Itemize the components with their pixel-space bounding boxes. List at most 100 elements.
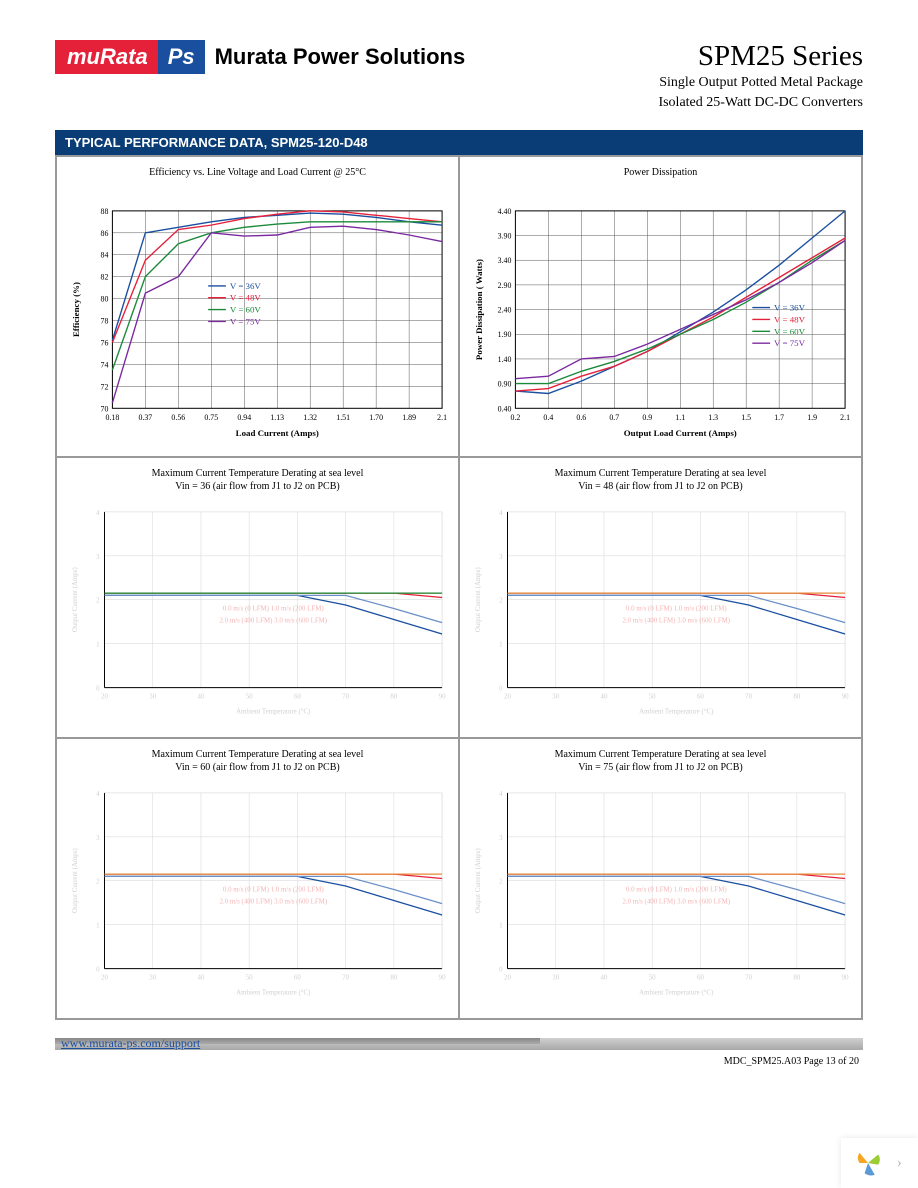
svg-text:V = 75V: V = 75V bbox=[230, 317, 262, 327]
svg-text:0.4: 0.4 bbox=[543, 413, 553, 422]
d75-title: Maximum Current Temperature Derating at … bbox=[555, 749, 767, 760]
svg-text:72: 72 bbox=[101, 383, 109, 392]
d36-title: Maximum Current Temperature Derating at … bbox=[152, 468, 364, 479]
svg-text:Ambient Temperature (°C): Ambient Temperature (°C) bbox=[639, 708, 713, 715]
chart-cell-derating-48: Maximum Current Temperature Derating at … bbox=[459, 457, 862, 738]
chart-cell-derating-75: Maximum Current Temperature Derating at … bbox=[459, 738, 862, 1019]
svg-text:20: 20 bbox=[504, 974, 511, 981]
svg-text:3: 3 bbox=[499, 835, 503, 842]
svg-text:0.7: 0.7 bbox=[609, 413, 619, 422]
svg-text:V = 36V: V = 36V bbox=[230, 281, 262, 291]
derating-75-chart: 203040506070809001234Ambient Temperature… bbox=[468, 783, 853, 1010]
svg-text:2.1: 2.1 bbox=[437, 413, 447, 422]
svg-text:30: 30 bbox=[552, 974, 559, 981]
d36-subtitle: Vin = 36 (air flow from J1 to J2 on PCB) bbox=[175, 481, 339, 492]
svg-text:90: 90 bbox=[842, 974, 849, 981]
svg-text:0: 0 bbox=[96, 686, 100, 693]
svg-text:4: 4 bbox=[499, 791, 503, 798]
svg-text:3.90: 3.90 bbox=[498, 232, 512, 241]
svg-text:2.0 m/s (400 LFM) 3.0 m/s (60: 2.0 m/s (400 LFM) 3.0 m/s (600 LFM) bbox=[219, 898, 327, 905]
svg-text:1: 1 bbox=[96, 642, 100, 649]
svg-text:1.70: 1.70 bbox=[369, 413, 383, 422]
svg-text:0.18: 0.18 bbox=[106, 413, 120, 422]
svg-text:Output Load Current (Amps): Output Load Current (Amps) bbox=[624, 428, 737, 438]
svg-text:1.7: 1.7 bbox=[774, 413, 784, 422]
svg-text:0.37: 0.37 bbox=[138, 413, 152, 422]
svg-text:1.40: 1.40 bbox=[498, 355, 512, 364]
svg-text:0.6: 0.6 bbox=[576, 413, 586, 422]
svg-text:2: 2 bbox=[499, 598, 503, 605]
chart1-title: Efficiency vs. Line Voltage and Load Cur… bbox=[149, 167, 366, 178]
chart2-title: Power Dissipation bbox=[624, 167, 698, 178]
svg-text:84: 84 bbox=[101, 251, 109, 260]
svg-text:0.0 m/s (0 LFM) 1.0 m/s (200: 0.0 m/s (0 LFM) 1.0 m/s (200 LFM) bbox=[626, 606, 727, 613]
series-title: SPM25 Series bbox=[658, 40, 863, 73]
viewer-logo-icon bbox=[851, 1146, 885, 1180]
svg-text:50: 50 bbox=[246, 974, 253, 981]
svg-text:0: 0 bbox=[499, 967, 503, 974]
svg-text:40: 40 bbox=[600, 974, 607, 981]
svg-text:1.90: 1.90 bbox=[498, 330, 512, 339]
svg-text:20: 20 bbox=[504, 693, 511, 700]
svg-text:50: 50 bbox=[246, 693, 253, 700]
svg-text:2: 2 bbox=[499, 879, 503, 886]
svg-text:0.0 m/s (0 LFM) 1.0 m/s (200: 0.0 m/s (0 LFM) 1.0 m/s (200 LFM) bbox=[223, 887, 324, 894]
svg-text:3.40: 3.40 bbox=[498, 256, 512, 265]
chart-cell-efficiency: Efficiency vs. Line Voltage and Load Cur… bbox=[56, 156, 459, 457]
svg-text:0.0 m/s (0 LFM) 1.0 m/s (200: 0.0 m/s (0 LFM) 1.0 m/s (200 LFM) bbox=[223, 606, 324, 613]
subtitle-2: Isolated 25-Watt DC-DC Converters bbox=[658, 93, 863, 113]
svg-text:2.0 m/s (400 LFM) 3.0 m/s (60: 2.0 m/s (400 LFM) 3.0 m/s (600 LFM) bbox=[622, 617, 730, 624]
chart-grid: Efficiency vs. Line Voltage and Load Cur… bbox=[55, 155, 863, 1020]
footer-pageinfo: MDC_SPM25.A03 Page 13 of 20 bbox=[55, 1056, 863, 1067]
svg-text:60: 60 bbox=[697, 693, 704, 700]
title-block: SPM25 Series Single Output Potted Metal … bbox=[658, 40, 863, 112]
svg-text:Load Current (Amps): Load Current (Amps) bbox=[236, 428, 319, 438]
svg-text:1.5: 1.5 bbox=[741, 413, 751, 422]
svg-text:0: 0 bbox=[499, 686, 503, 693]
svg-text:0.0 m/s (0 LFM) 1.0 m/s (200: 0.0 m/s (0 LFM) 1.0 m/s (200 LFM) bbox=[626, 887, 727, 894]
svg-text:0.90: 0.90 bbox=[498, 380, 512, 389]
svg-text:V = 48V: V = 48V bbox=[774, 315, 806, 325]
svg-text:Ambient Temperature (°C): Ambient Temperature (°C) bbox=[639, 989, 713, 996]
logo-murata: muRata bbox=[55, 40, 158, 74]
svg-text:V = 60V: V = 60V bbox=[774, 326, 806, 336]
footer-link[interactable]: www.murata-ps.com/support bbox=[61, 1036, 200, 1050]
svg-text:80: 80 bbox=[390, 974, 397, 981]
svg-text:0.94: 0.94 bbox=[237, 413, 251, 422]
svg-text:1.32: 1.32 bbox=[303, 413, 317, 422]
logo-ps: Ps bbox=[158, 40, 205, 74]
svg-text:60: 60 bbox=[294, 974, 301, 981]
svg-text:1: 1 bbox=[499, 642, 503, 649]
svg-text:2.0 m/s (400 LFM) 3.0 m/s (60: 2.0 m/s (400 LFM) 3.0 m/s (600 LFM) bbox=[219, 617, 327, 624]
svg-text:Ambient Temperature (°C): Ambient Temperature (°C) bbox=[236, 708, 310, 715]
chart-cell-derating-60: Maximum Current Temperature Derating at … bbox=[56, 738, 459, 1019]
svg-text:0.2: 0.2 bbox=[510, 413, 520, 422]
svg-text:V = 75V: V = 75V bbox=[774, 338, 806, 348]
chart-cell-dissipation: Power Dissipation 0.20.40.60.70.91.11.31… bbox=[459, 156, 862, 457]
svg-text:V = 36V: V = 36V bbox=[774, 303, 806, 313]
svg-text:76: 76 bbox=[101, 339, 109, 348]
svg-text:4: 4 bbox=[499, 510, 503, 517]
svg-text:74: 74 bbox=[101, 361, 109, 370]
datasheet-page: muRata Ps Murata Power Solutions SPM25 S… bbox=[0, 0, 918, 1087]
viewer-widget[interactable]: › bbox=[841, 1138, 918, 1188]
svg-text:82: 82 bbox=[101, 273, 109, 282]
svg-text:0.56: 0.56 bbox=[171, 413, 185, 422]
chart-cell-derating-36: Maximum Current Temperature Derating at … bbox=[56, 457, 459, 738]
chevron-right-icon[interactable]: › bbox=[891, 1154, 908, 1172]
d75-subtitle: Vin = 75 (air flow from J1 to J2 on PCB) bbox=[578, 762, 742, 773]
svg-text:40: 40 bbox=[600, 693, 607, 700]
efficiency-chart: 0.180.370.560.750.941.131.321.511.701.89… bbox=[65, 201, 450, 448]
svg-text:1.51: 1.51 bbox=[336, 413, 350, 422]
svg-text:90: 90 bbox=[439, 974, 446, 981]
section-header-bar: TYPICAL PERFORMANCE DATA, SPM25-120-D48 bbox=[55, 130, 863, 155]
footer-bar: www.murata-ps.com/support bbox=[55, 1038, 863, 1050]
logo-block: muRata Ps Murata Power Solutions bbox=[55, 40, 465, 74]
svg-text:1: 1 bbox=[96, 923, 100, 930]
svg-text:Output Current (Amps): Output Current (Amps) bbox=[475, 567, 482, 632]
svg-text:2.1: 2.1 bbox=[840, 413, 850, 422]
svg-text:Output Current (Amps): Output Current (Amps) bbox=[475, 848, 482, 913]
svg-text:Ambient Temperature (°C): Ambient Temperature (°C) bbox=[236, 989, 310, 996]
svg-text:70: 70 bbox=[342, 693, 349, 700]
page-header: muRata Ps Murata Power Solutions SPM25 S… bbox=[55, 40, 863, 112]
